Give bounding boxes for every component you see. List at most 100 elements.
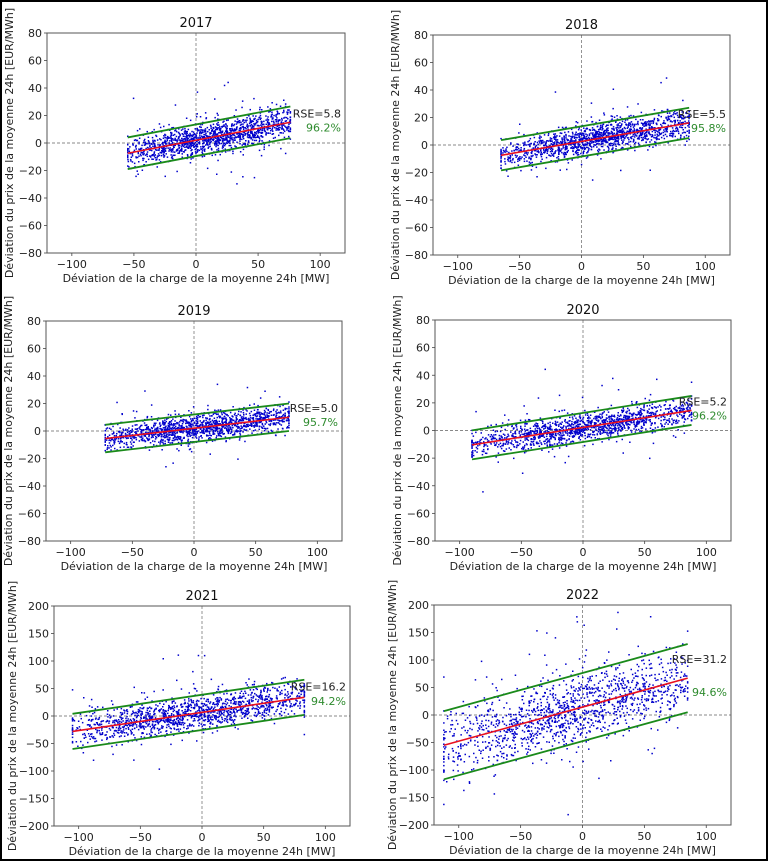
data-point — [206, 140, 208, 142]
data-point — [558, 153, 560, 155]
rse-annotation: RSE=5.8 — [293, 107, 341, 120]
data-point — [158, 154, 161, 157]
data-point — [565, 135, 567, 137]
data-point — [577, 142, 579, 145]
data-point — [473, 442, 475, 444]
data-point — [184, 132, 186, 135]
data-point — [498, 443, 500, 446]
data-point — [266, 416, 268, 418]
data-point — [180, 129, 183, 131]
data-point — [216, 149, 218, 151]
data-point — [633, 124, 635, 126]
data-point — [599, 432, 601, 435]
data-point — [195, 137, 198, 139]
data-point — [500, 435, 502, 437]
data-point — [196, 145, 199, 148]
data-point — [554, 91, 557, 93]
data-point — [279, 132, 281, 134]
data-point — [608, 137, 610, 139]
data-point — [230, 428, 233, 431]
data-point — [289, 128, 292, 131]
data-point — [528, 157, 530, 160]
data-point — [229, 432, 232, 435]
data-point — [285, 419, 288, 422]
data-point — [597, 128, 600, 131]
data-point — [247, 143, 249, 146]
data-point — [278, 127, 280, 129]
data-point — [179, 427, 181, 429]
data-point — [239, 434, 242, 436]
data-point — [276, 110, 278, 112]
data-point — [570, 138, 573, 140]
data-point — [119, 427, 121, 429]
data-point — [586, 141, 588, 144]
data-point — [142, 157, 144, 160]
data-point — [122, 437, 125, 439]
data-point — [231, 128, 234, 131]
data-point — [194, 141, 197, 144]
data-point — [184, 128, 186, 130]
data-point — [595, 130, 597, 133]
data-point — [621, 129, 623, 131]
data-point — [615, 143, 617, 145]
data-point — [601, 135, 603, 137]
data-point — [206, 139, 208, 141]
data-point — [188, 415, 191, 418]
data-point — [587, 435, 589, 437]
data-point — [242, 137, 245, 140]
data-point — [289, 120, 292, 122]
data-point — [198, 143, 201, 145]
data-point — [259, 108, 261, 111]
data-point — [535, 166, 538, 169]
data-point — [196, 432, 199, 434]
data-point — [188, 410, 190, 412]
data-point — [507, 175, 509, 177]
data-point — [610, 144, 612, 147]
data-point — [190, 149, 192, 152]
data-point — [161, 449, 163, 451]
data-point — [598, 130, 600, 133]
data-point — [547, 132, 550, 135]
data-point — [177, 145, 180, 147]
data-point — [521, 156, 523, 158]
data-point — [259, 114, 262, 117]
data-point — [674, 135, 676, 138]
data-point — [549, 140, 552, 143]
data-point — [209, 131, 211, 134]
data-point — [550, 160, 552, 162]
data-point — [566, 434, 569, 436]
data-point — [637, 103, 639, 105]
data-point — [196, 420, 199, 422]
data-point — [254, 123, 256, 126]
data-point — [539, 135, 541, 137]
data-point — [527, 144, 529, 146]
data-point — [154, 429, 156, 431]
data-point — [608, 148, 610, 150]
data-point — [162, 420, 164, 422]
lower-band-line — [500, 137, 690, 172]
y-tick-label: 20 — [27, 398, 41, 411]
data-point — [528, 143, 531, 145]
data-point — [129, 158, 132, 161]
data-point — [260, 413, 263, 415]
data-point — [153, 139, 156, 142]
data-point — [571, 146, 574, 148]
data-point — [169, 431, 171, 434]
data-point — [278, 415, 280, 418]
data-point — [249, 424, 252, 427]
data-point — [648, 120, 650, 122]
data-point — [671, 136, 674, 138]
data-point — [195, 434, 198, 436]
data-point — [565, 137, 567, 139]
data-point — [256, 418, 259, 420]
data-point — [163, 433, 165, 435]
data-point — [208, 129, 210, 131]
data-point — [179, 419, 182, 422]
data-point — [544, 368, 546, 371]
data-point — [226, 125, 228, 127]
data-point — [606, 141, 608, 143]
data-point — [130, 446, 133, 449]
data-point — [643, 125, 645, 127]
data-point — [640, 122, 643, 124]
x-tick-label: 0 — [578, 260, 585, 273]
